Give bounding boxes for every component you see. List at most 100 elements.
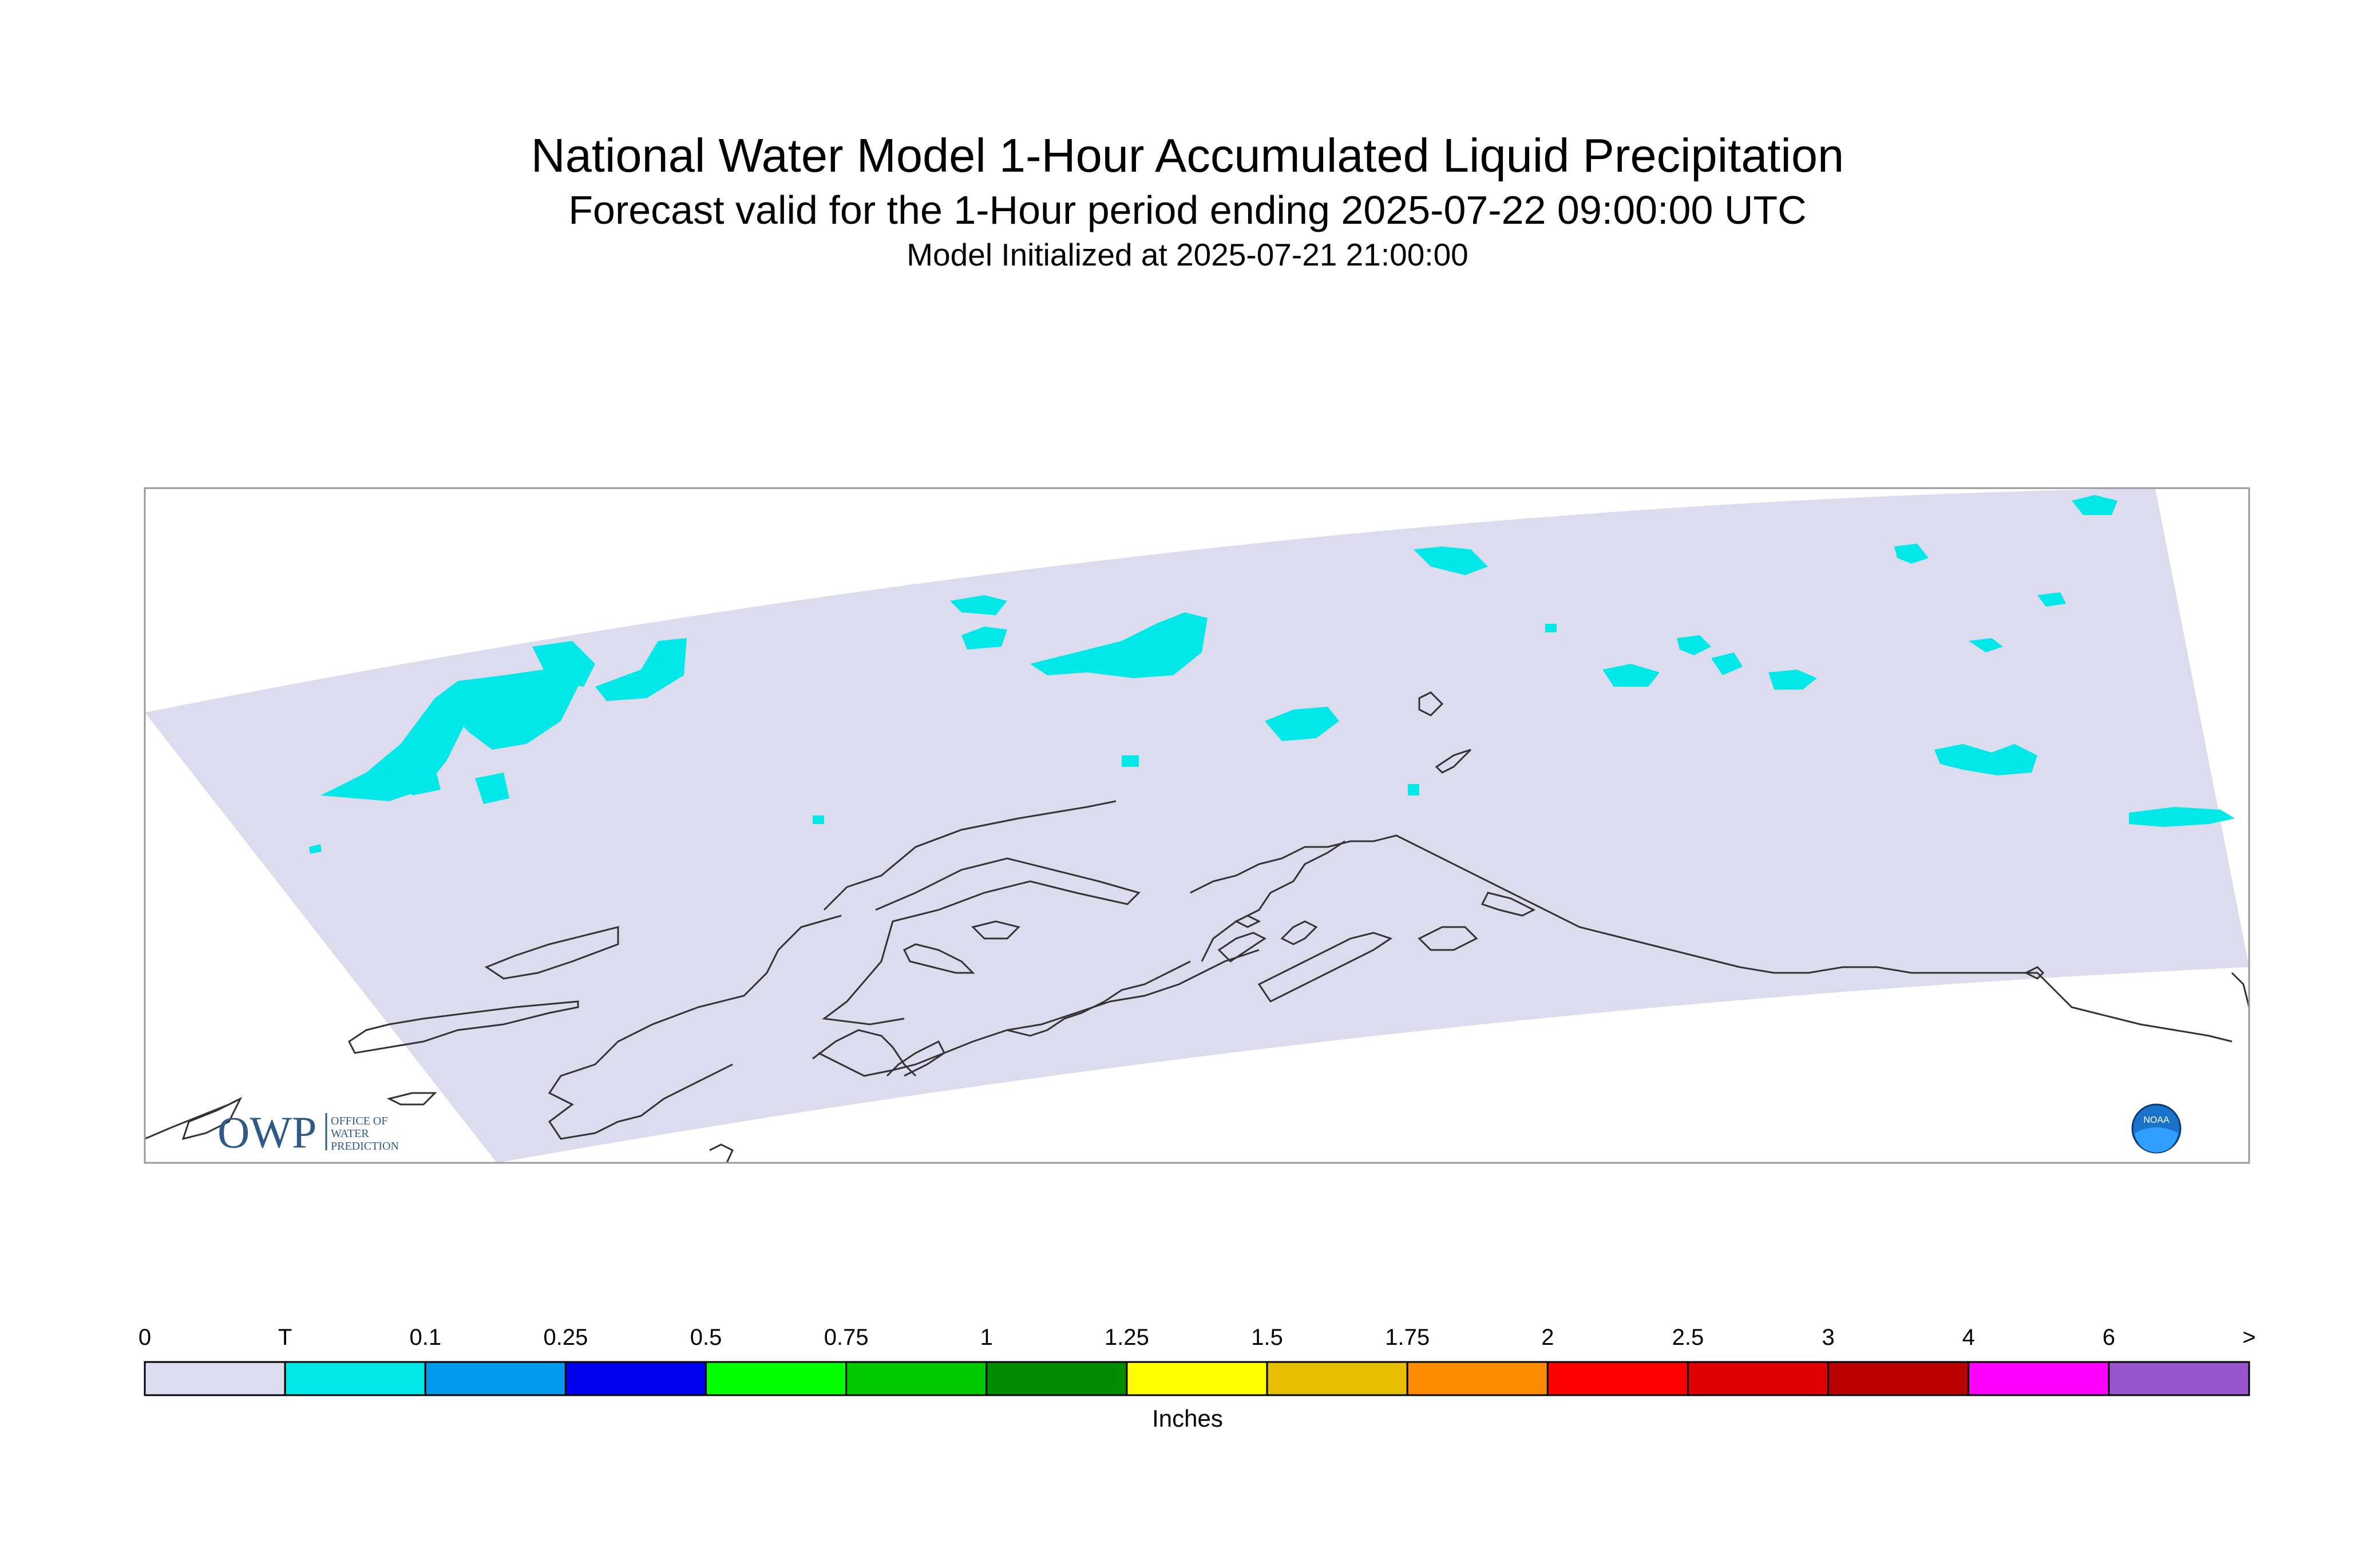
owp-logo-line-2: WATER bbox=[331, 1127, 369, 1140]
coastline bbox=[818, 949, 1260, 1077]
coastline bbox=[1234, 914, 1261, 928]
coastline bbox=[348, 1000, 579, 1054]
noaa-logo: NOAA bbox=[2131, 1103, 2182, 1154]
map-subtitle: Forecast valid for the 1-Hour period end… bbox=[568, 188, 1807, 232]
precip-patch bbox=[1408, 784, 1419, 795]
legend-swatch bbox=[1126, 1361, 1268, 1396]
legend-tick-label: > bbox=[2242, 1325, 2255, 1350]
precip-patch bbox=[961, 627, 1007, 650]
coastline bbox=[1435, 749, 1472, 774]
coastline bbox=[1201, 840, 1345, 962]
precip-patch bbox=[950, 595, 1007, 615]
legend-tick-label: 2 bbox=[1541, 1325, 1554, 1350]
precip-trace-areas bbox=[309, 495, 2235, 854]
precip-patch bbox=[309, 844, 322, 854]
legend-tick-label: 0.5 bbox=[690, 1325, 722, 1350]
coastline bbox=[144, 1098, 241, 1140]
precip-patch bbox=[813, 815, 824, 824]
coastline bbox=[1739, 966, 2232, 1043]
legend-tick-label: 2.5 bbox=[1672, 1325, 1704, 1350]
precip-patch bbox=[1969, 638, 2003, 652]
legend-tick-label: T bbox=[278, 1325, 292, 1350]
precip-patch bbox=[1894, 544, 1929, 564]
owp-logo-line-3: PREDICTION bbox=[331, 1140, 399, 1153]
coastline bbox=[822, 857, 1141, 1025]
legend-swatch bbox=[1968, 1361, 2110, 1396]
precip-patch bbox=[1122, 755, 1139, 767]
legend-tick-label: 0.75 bbox=[824, 1325, 869, 1350]
coastline bbox=[971, 920, 1020, 940]
coastline bbox=[1190, 834, 1740, 968]
legend-swatch bbox=[284, 1361, 426, 1396]
precip-patch bbox=[1414, 547, 1488, 575]
legend-swatch bbox=[705, 1361, 848, 1396]
coastline bbox=[1481, 892, 1536, 917]
legend-tick-label: 1.5 bbox=[1251, 1325, 1283, 1350]
precip-patch bbox=[1545, 624, 1557, 632]
precip-patch bbox=[435, 658, 578, 750]
color-legend bbox=[144, 1361, 2250, 1396]
precip-patch bbox=[1711, 652, 1743, 675]
legend-swatch bbox=[564, 1361, 707, 1396]
map-frame bbox=[144, 487, 2250, 1164]
legend-tick-label: 4 bbox=[1962, 1325, 1975, 1350]
coastline bbox=[1418, 691, 1444, 716]
legend-swatch bbox=[2108, 1361, 2250, 1396]
coastline bbox=[812, 1029, 917, 1077]
owp-logo-text: OWP bbox=[217, 1107, 316, 1157]
legend-swatch bbox=[1827, 1361, 1970, 1396]
coastline bbox=[709, 1143, 734, 1163]
legend-swatch bbox=[424, 1361, 567, 1396]
coastline bbox=[823, 800, 1117, 911]
precip-patch bbox=[1934, 744, 2037, 775]
coastline bbox=[1217, 932, 1266, 963]
legend-tick-label: 1.25 bbox=[1105, 1325, 1149, 1350]
coastline bbox=[1257, 932, 1393, 1003]
coastline bbox=[902, 943, 975, 974]
precip-patch bbox=[475, 773, 509, 804]
precip-patch bbox=[401, 767, 441, 795]
coastline bbox=[886, 1040, 945, 1077]
precip-patch bbox=[595, 638, 687, 701]
coastline bbox=[2231, 972, 2250, 1042]
coastline bbox=[386, 1092, 437, 1106]
coastline bbox=[181, 1096, 243, 1141]
precip-patch bbox=[532, 641, 595, 687]
legend-tick-label: 1.75 bbox=[1385, 1325, 1430, 1350]
legend-swatch bbox=[1546, 1361, 1689, 1396]
map-title: National Water Model 1-Hour Accumulated … bbox=[531, 129, 1844, 182]
model-domain bbox=[145, 488, 2249, 1163]
owp-logo-line-1: OFFICE OF bbox=[331, 1115, 387, 1127]
coastline bbox=[1418, 926, 1478, 951]
coastline bbox=[1007, 960, 1191, 1037]
coastline bbox=[2024, 966, 2045, 980]
precip-patch bbox=[1768, 670, 1817, 690]
owp-logo: OWP OFFICE OF WATER PREDICTION bbox=[217, 1107, 399, 1157]
precip-patch bbox=[2072, 495, 2117, 515]
coastline bbox=[484, 926, 619, 980]
precip-patch bbox=[1677, 635, 1711, 655]
precip-patch bbox=[2037, 592, 2066, 607]
precip-patch bbox=[2129, 807, 2235, 827]
legend-tick-label: 6 bbox=[2103, 1325, 2115, 1350]
legend-swatch bbox=[1266, 1361, 1408, 1396]
noaa-logo-text: NOAA bbox=[2143, 1115, 2170, 1125]
precip-patch bbox=[1265, 707, 1339, 741]
legend-tick-label: 1 bbox=[980, 1325, 993, 1350]
legend-swatch bbox=[144, 1361, 286, 1396]
coastline bbox=[1280, 920, 1318, 945]
legend-tick-label: 0.25 bbox=[543, 1325, 588, 1350]
legend-swatch bbox=[1406, 1361, 1549, 1396]
legend-swatch bbox=[845, 1361, 988, 1396]
precip-patch bbox=[1030, 612, 1208, 678]
legend-units: Inches bbox=[1152, 1405, 1223, 1432]
legend-swatch bbox=[985, 1361, 1128, 1396]
legend-tick-label: 3 bbox=[1822, 1325, 1834, 1350]
legend-swatch bbox=[1687, 1361, 1830, 1396]
legend-labels: 0 T 0.1 0.25 0.5 0.75 1 1.25 1.5 1.75 2 2.5 3 4 6 > bbox=[138, 1325, 2256, 1350]
legend-tick-label: 0 bbox=[138, 1325, 151, 1350]
precip-patch bbox=[1602, 664, 1660, 687]
legend-tick-label: 0.1 bbox=[409, 1325, 441, 1350]
coastline bbox=[548, 914, 842, 1140]
